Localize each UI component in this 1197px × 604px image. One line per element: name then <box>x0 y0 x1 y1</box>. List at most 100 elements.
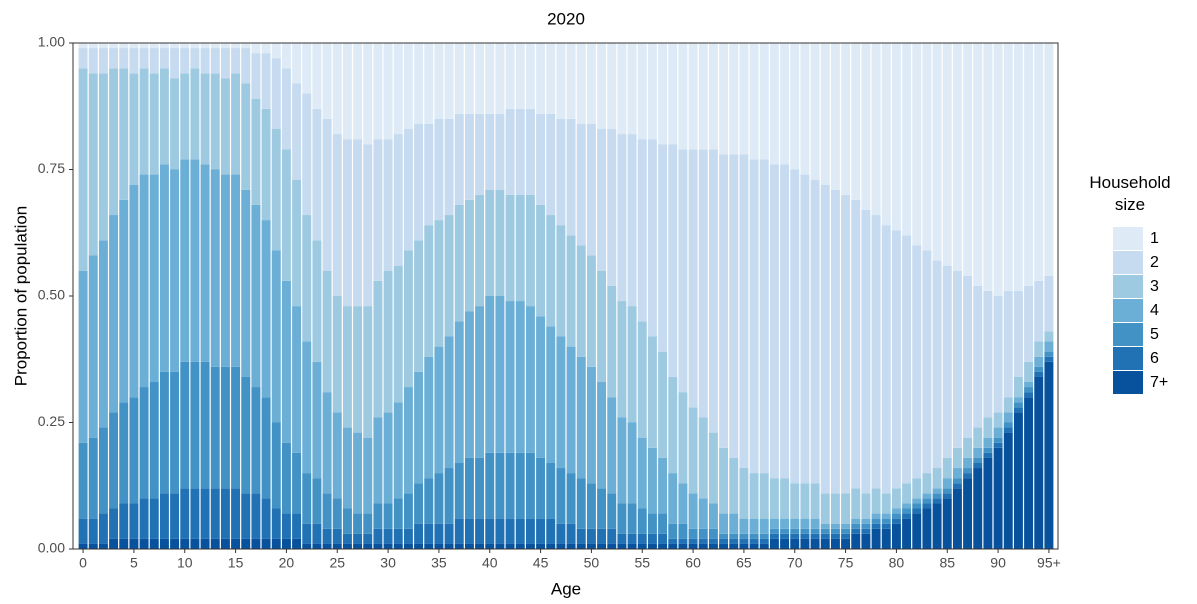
bar-segment <box>912 245 922 479</box>
bar-segment <box>556 543 566 549</box>
bar-segment <box>607 397 617 494</box>
bar-segment <box>363 144 373 307</box>
legend-label: 1 <box>1150 230 1159 247</box>
legend-key <box>1113 323 1143 346</box>
bar-segment <box>1003 427 1013 433</box>
x-tick-label: 5 <box>130 555 138 571</box>
bar-segment <box>627 533 637 544</box>
bar-segment <box>546 215 556 327</box>
bar-segment <box>424 43 434 124</box>
x-tick-label: 40 <box>482 555 498 571</box>
bar-segment <box>78 442 88 519</box>
bar-segment <box>119 199 129 403</box>
bar-segment <box>180 488 190 539</box>
legend-key <box>1113 227 1143 250</box>
bar-segment <box>963 43 973 276</box>
bar-segment <box>363 306 373 438</box>
bar-segment <box>210 488 220 539</box>
x-tick-label: 30 <box>380 555 396 571</box>
bar-segment <box>281 538 291 549</box>
bar-segment <box>1044 361 1054 549</box>
bar-segment <box>434 43 444 119</box>
y-axis-label: Proportion of population <box>11 206 30 387</box>
bar-segment <box>505 43 515 109</box>
bar-segment <box>1024 382 1034 388</box>
bar-segment <box>109 215 119 413</box>
bar-segment <box>1003 397 1013 413</box>
bar-segment <box>708 43 718 150</box>
bar-segment <box>159 48 169 69</box>
bar-segment <box>820 184 830 494</box>
bar-segment <box>993 437 1003 443</box>
bar-segment <box>220 538 230 549</box>
bar-segment <box>98 43 108 49</box>
bar-segment <box>383 503 393 529</box>
bar-segment <box>261 108 271 221</box>
bar-segment <box>119 68 129 200</box>
bar-segment <box>820 43 830 185</box>
bar-segment <box>1024 43 1034 286</box>
bar-segment <box>912 513 922 549</box>
bar-segment <box>607 528 617 544</box>
bar-segment <box>739 538 749 544</box>
bar-segment <box>241 43 251 49</box>
bar-segment <box>261 53 271 109</box>
bar-segment <box>444 336 454 469</box>
bar-segment <box>312 240 322 362</box>
bar-segment <box>312 523 322 544</box>
bar-segment <box>597 43 607 130</box>
bar-segment <box>312 543 322 549</box>
bar-segment <box>617 43 627 135</box>
bar-segment <box>403 43 413 130</box>
bar-segment <box>983 437 993 448</box>
bar-segment <box>109 68 119 216</box>
bar-segment <box>109 412 119 509</box>
bar-segment <box>749 43 759 160</box>
bar-segment <box>647 336 657 448</box>
bar-segment <box>149 48 159 74</box>
bar-segment <box>576 356 586 479</box>
bar-segment <box>302 93 312 216</box>
bar-segment <box>444 118 454 216</box>
bar-segment <box>332 543 342 549</box>
bar-segment <box>515 194 525 302</box>
bar-segment <box>332 498 342 529</box>
bar-segment <box>912 508 922 514</box>
bar-segment <box>658 533 668 544</box>
bar-segment <box>952 447 962 469</box>
bar-segment <box>393 43 403 135</box>
bar-segment <box>780 478 790 519</box>
bar-segment <box>719 513 729 534</box>
bar-segment <box>637 437 647 509</box>
bar-segment <box>759 473 769 519</box>
bar-segment <box>414 483 424 524</box>
bar-segment <box>800 533 810 539</box>
bar-segment <box>993 447 1003 549</box>
bar-segment <box>617 533 627 544</box>
bar-segment <box>302 341 312 474</box>
bar-segment <box>790 169 800 484</box>
bar-segment <box>932 493 942 499</box>
bar-segment <box>231 73 241 175</box>
bar-segment <box>129 538 139 549</box>
bar-segment <box>414 240 424 372</box>
bar-segment <box>871 488 881 514</box>
bar-segment <box>190 538 200 549</box>
bar-segment <box>963 275 973 438</box>
bar-segment <box>322 118 332 271</box>
bar-segment <box>271 250 281 423</box>
bar-segment <box>505 301 515 453</box>
bar-segment <box>434 220 444 347</box>
bar-segment <box>647 139 657 337</box>
bar-segment <box>170 78 180 170</box>
bar-segment <box>98 543 108 549</box>
bar-segment <box>231 538 241 549</box>
bar-segment <box>180 43 190 49</box>
bar-segment <box>271 508 281 539</box>
panel-border <box>72 42 1059 550</box>
bar-segment <box>1024 285 1034 362</box>
bar-segment <box>1044 356 1054 362</box>
bar-segment <box>607 493 617 529</box>
bar-segment <box>861 518 871 524</box>
bar-segment <box>586 43 596 124</box>
